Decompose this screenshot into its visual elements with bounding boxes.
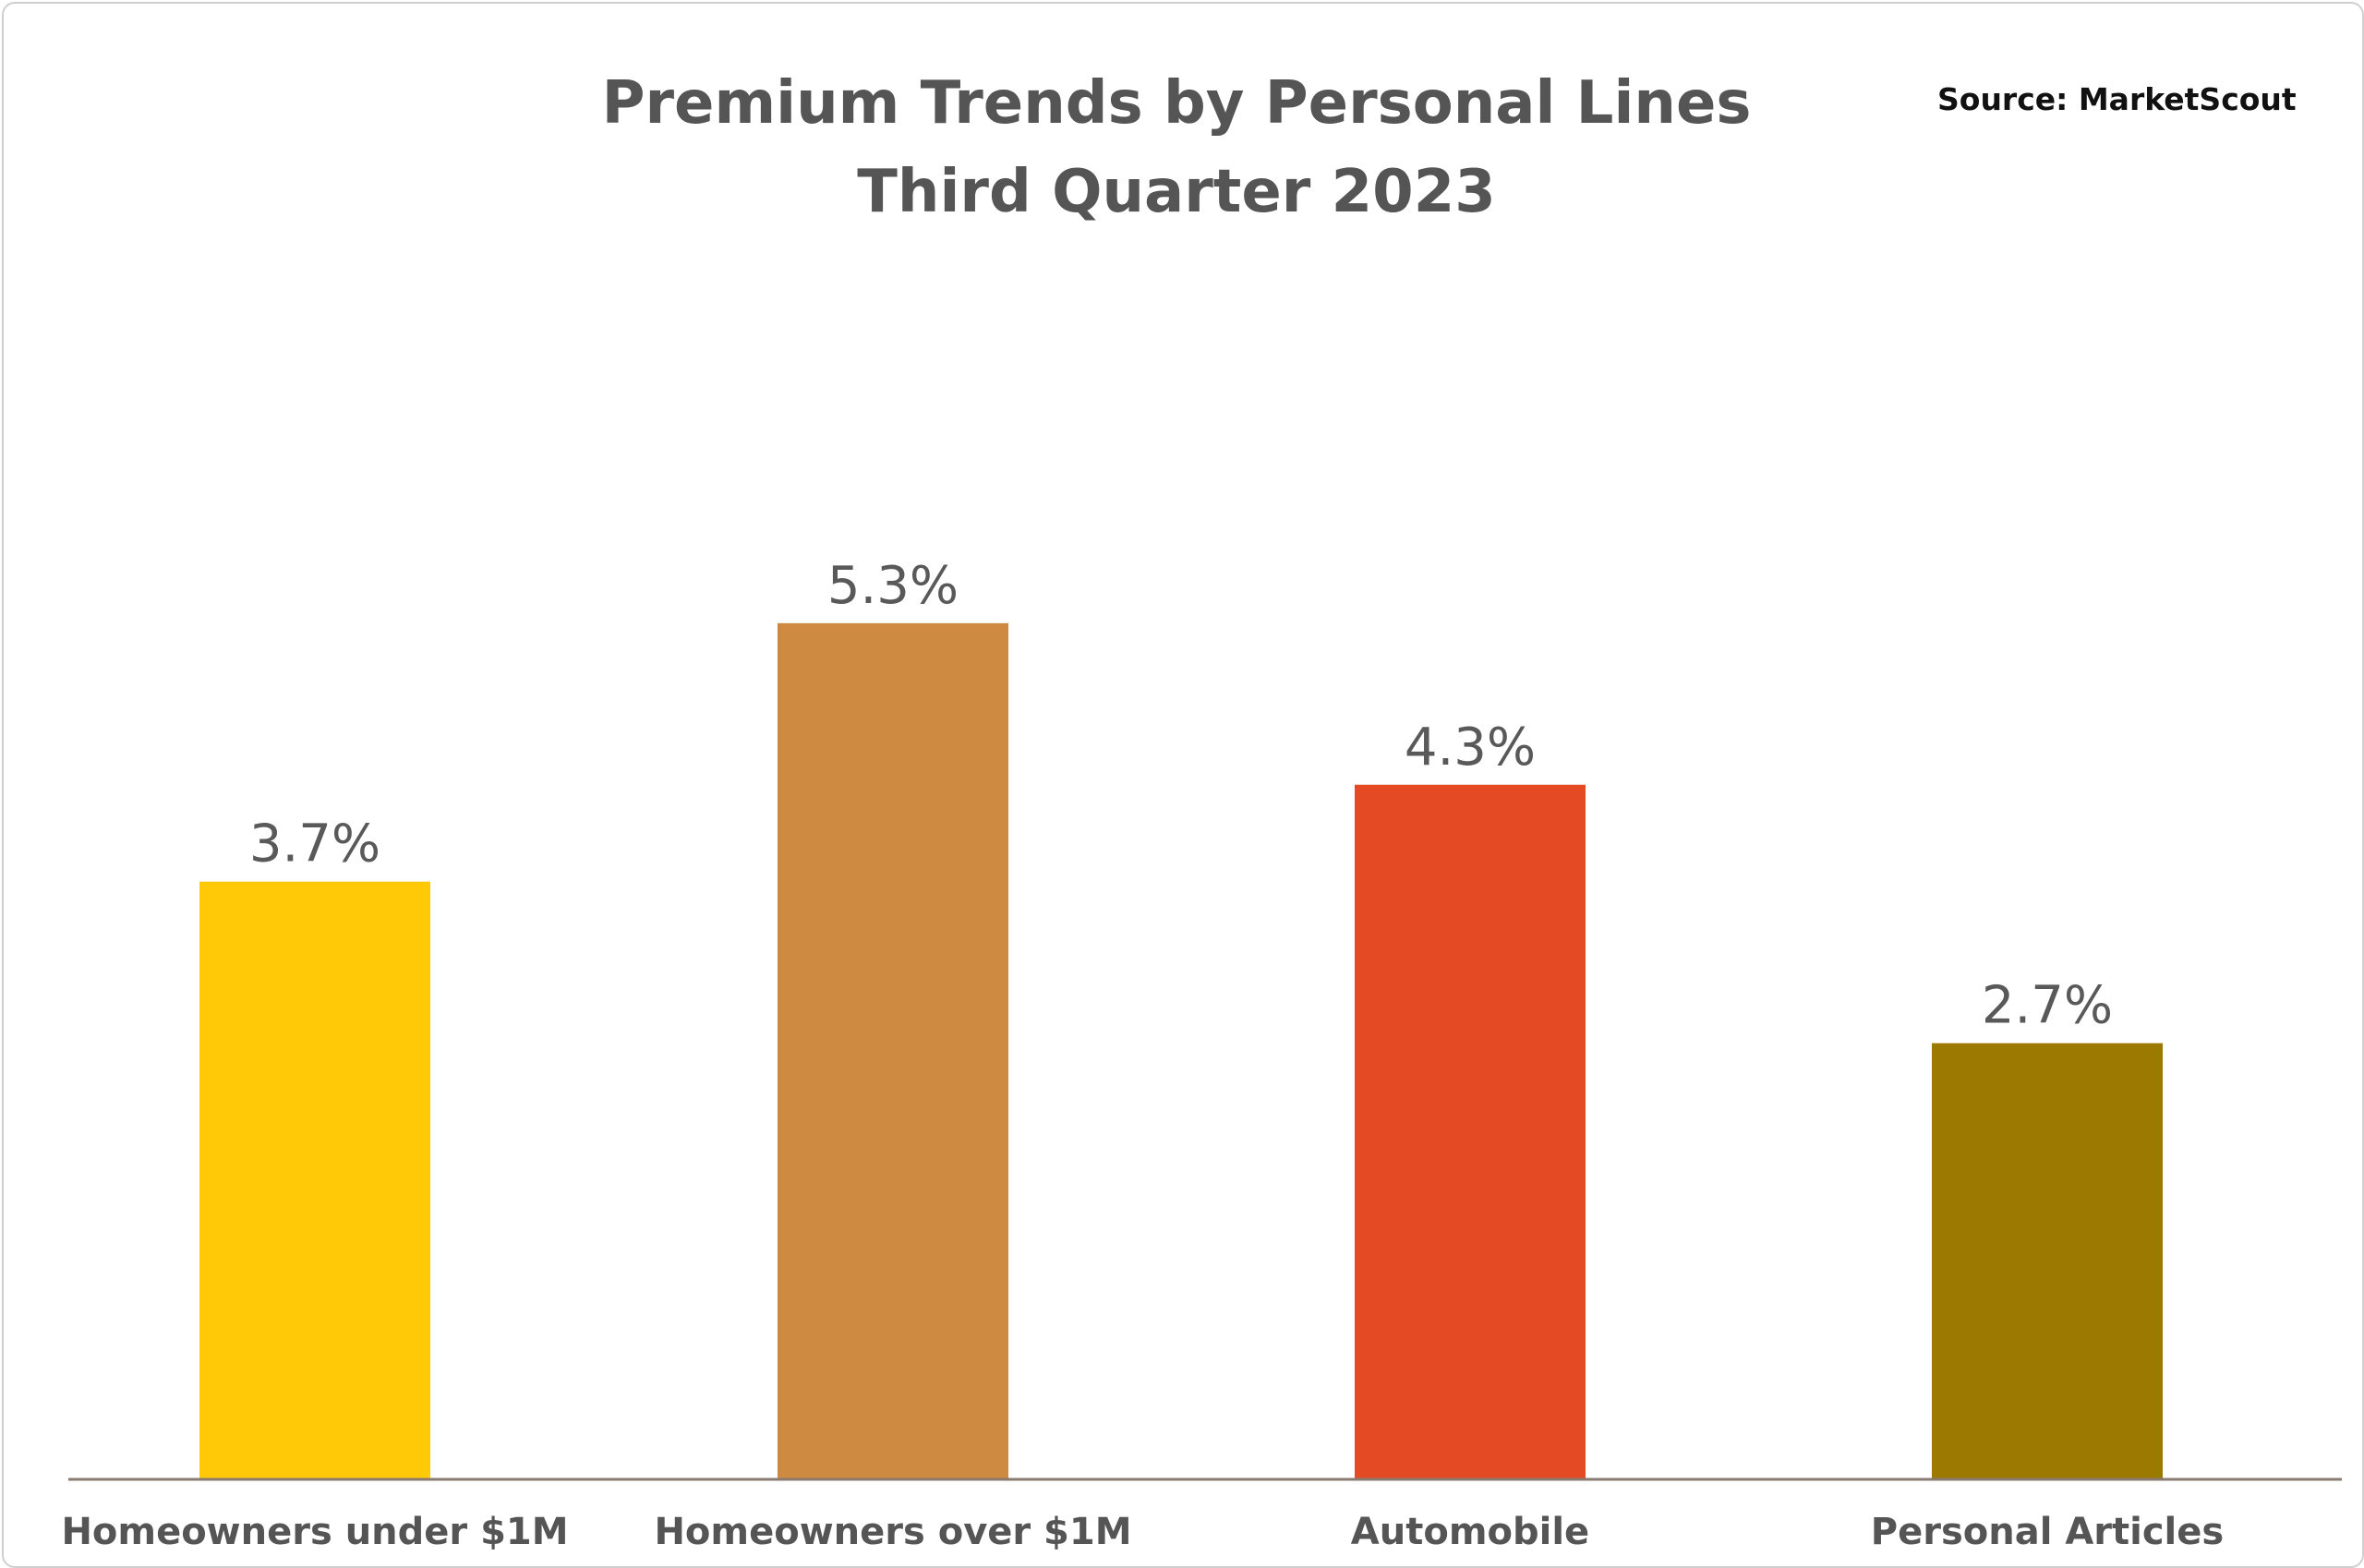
category-label-3: Automobile: [1351, 1511, 1589, 1553]
category-label-2: Homeowners over $1M: [654, 1511, 1131, 1553]
bar-3: [1355, 784, 1586, 1479]
category-label-4: Personal Articles: [1871, 1511, 2224, 1553]
bar-2: [778, 622, 1008, 1479]
data-label-1: 3.7%: [249, 814, 380, 874]
bar-1: [199, 881, 430, 1479]
data-label-2: 5.3%: [827, 556, 959, 616]
category-label-1: Homeowners under $1M: [61, 1511, 568, 1553]
source-note: Source: MarketScout: [1937, 81, 2297, 117]
bar-4: [1932, 1043, 2163, 1479]
chart-subtitle: Third Quarter 2023: [857, 158, 1496, 226]
data-label-3: 4.3%: [1405, 718, 1536, 778]
chart-title: Premium Trends by Personal Lines: [601, 69, 1752, 138]
data-label-4: 2.7%: [1982, 976, 2113, 1036]
chart-title-block: Premium Trends by Personal Lines Third Q…: [4, 59, 2349, 236]
